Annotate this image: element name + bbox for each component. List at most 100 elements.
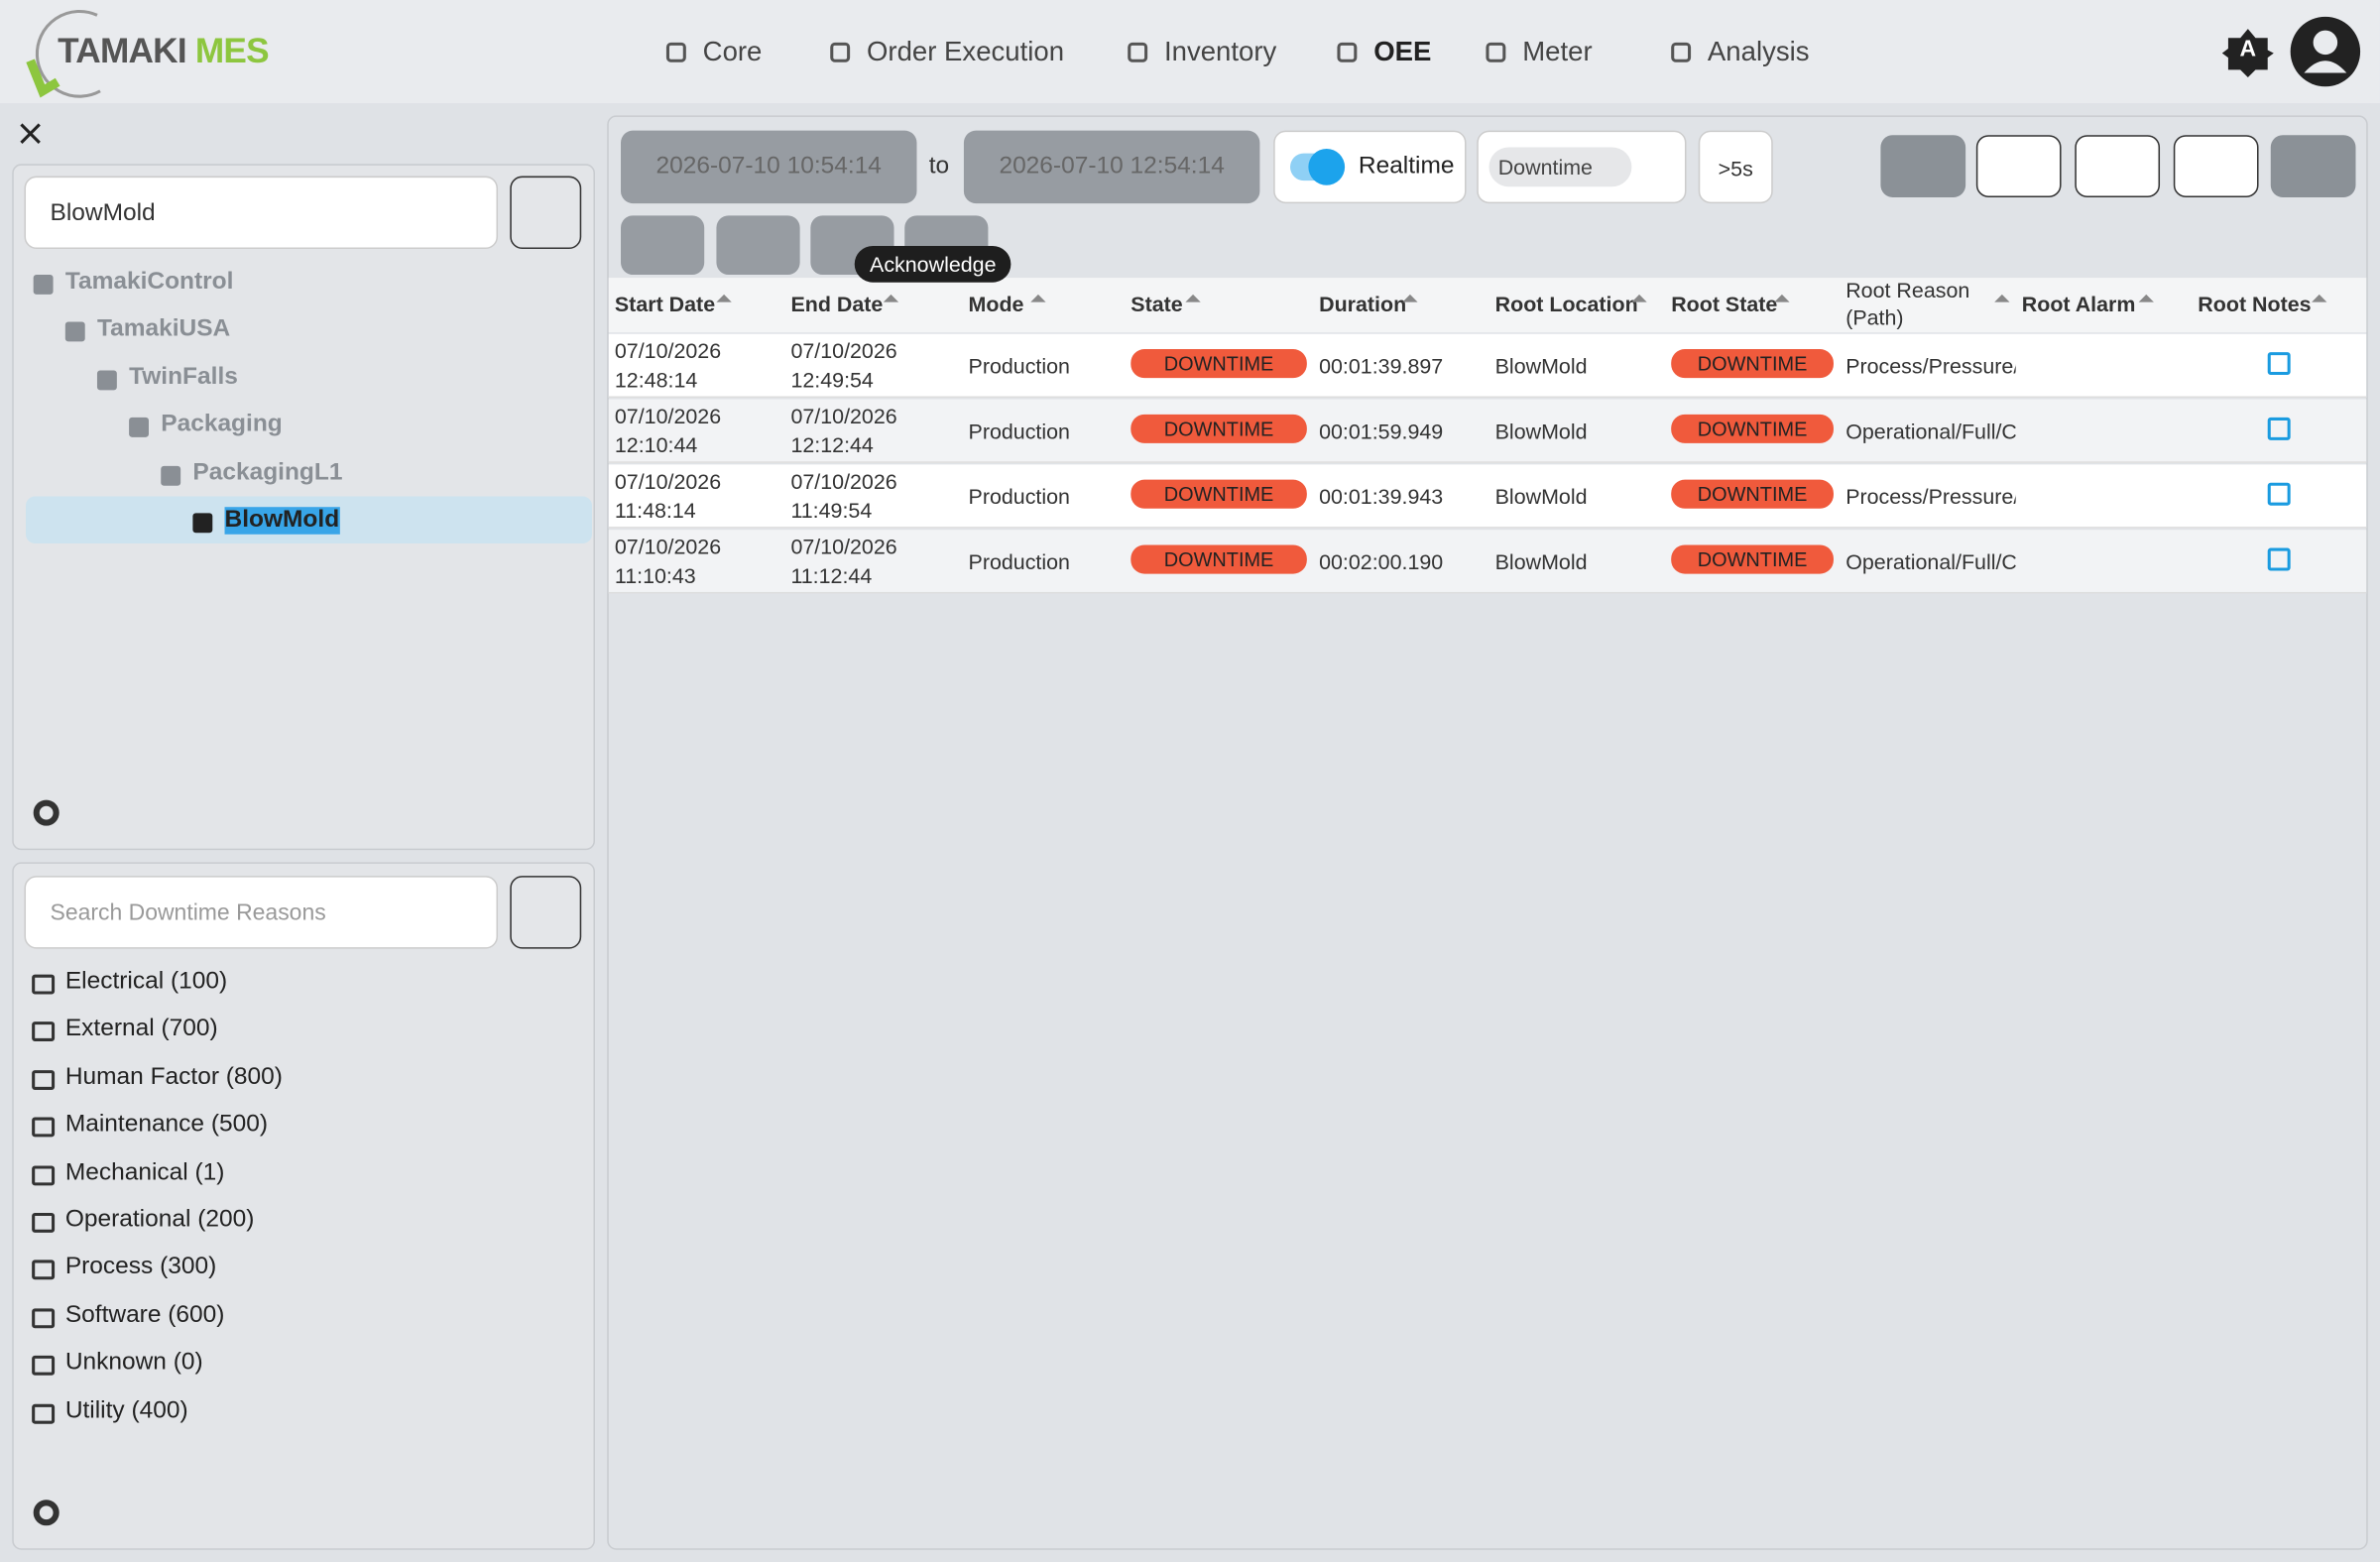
tree-node[interactable]: PackagingL1 — [192, 459, 343, 486]
settings-button[interactable] — [33, 799, 60, 826]
realtime-box — [1273, 130, 1467, 204]
end-date[interactable]: 2026-07-10 12:54:14 — [963, 130, 1260, 204]
reason-item[interactable]: Utility (400) — [64, 1397, 188, 1424]
notes-checkbox[interactable] — [2267, 547, 2291, 571]
state-badge: DOWNTIME — [1130, 349, 1307, 379]
tree-icon — [192, 513, 213, 534]
sort-icon[interactable] — [883, 294, 899, 302]
toolbar-button[interactable] — [2075, 135, 2161, 197]
state-badge: DOWNTIME — [1671, 349, 1834, 379]
user-avatar[interactable] — [2289, 15, 2361, 87]
sort-icon[interactable] — [1994, 294, 2010, 302]
nav-item[interactable]: Analysis — [1707, 36, 1810, 67]
notes-checkbox[interactable] — [2267, 417, 2291, 440]
nav-icon — [1337, 42, 1358, 62]
tree-node[interactable]: TamakiControl — [64, 268, 234, 295]
notes-checkbox[interactable] — [2267, 352, 2291, 376]
nav-icon — [1671, 42, 1692, 62]
notes-checkbox[interactable] — [2267, 482, 2291, 506]
table-row[interactable] — [608, 399, 2367, 463]
tree-node[interactable]: Packaging — [161, 412, 283, 438]
state-badge: DOWNTIME — [1671, 479, 1834, 509]
date-cell: 07/10/2026 11:10:43 — [614, 534, 722, 588]
sort-icon[interactable] — [1030, 294, 1046, 302]
reason-item[interactable]: Human Factor (800) — [64, 1063, 283, 1090]
tooltip: Acknowledge — [854, 245, 1012, 283]
header — [0, 0, 2380, 104]
table-cell: Process/Pressure/C — [1845, 484, 2015, 509]
reason-item[interactable]: External (700) — [64, 1016, 218, 1042]
reason-item[interactable]: Operational (200) — [64, 1206, 255, 1233]
table-cell: Production — [968, 419, 1070, 443]
tree-node[interactable]: TamakiUSA — [96, 315, 231, 342]
reason-item[interactable]: Process (300) — [64, 1254, 217, 1280]
reason-item[interactable]: Software (600) — [64, 1301, 225, 1328]
table-header — [608, 278, 2367, 333]
close-button[interactable] — [18, 121, 42, 145]
sort-icon[interactable] — [2138, 294, 2154, 302]
state-badge: DOWNTIME — [1130, 414, 1307, 443]
table-cell: Process/Pressure/C — [1845, 353, 2015, 379]
table-row[interactable] — [608, 530, 2367, 594]
reason-icon — [32, 1117, 56, 1138]
filter-chip[interactable]: Downtime — [1488, 147, 1632, 187]
theme-toggle[interactable] — [2221, 28, 2274, 79]
start-date[interactable]: 2026-07-10 10:54:14 — [621, 130, 917, 204]
column-header[interactable]: End Date — [790, 291, 884, 316]
reason-icon — [32, 1212, 56, 1233]
column-header[interactable]: Duration — [1319, 291, 1407, 316]
column-header[interactable]: Mode — [968, 291, 1024, 316]
date-cell: 07/10/2026 12:12:44 — [790, 404, 897, 457]
toolbar-button[interactable] — [2173, 135, 2259, 197]
nav-icon — [1128, 42, 1148, 62]
toolbar-button[interactable] — [1975, 135, 2062, 197]
nav-item[interactable]: Order Execution — [866, 36, 1065, 67]
column-header[interactable]: Root Notes — [2198, 291, 2312, 316]
column-header[interactable]: Root State — [1671, 291, 1778, 316]
sort-icon[interactable] — [1631, 294, 1647, 302]
sort-icon[interactable] — [1402, 294, 1418, 302]
column-header[interactable]: Root Alarm — [2021, 291, 2136, 316]
date-cell: 07/10/2026 12:49:54 — [790, 338, 897, 392]
search-input[interactable]: BlowMold — [24, 176, 499, 250]
sort-icon[interactable] — [1774, 294, 1790, 302]
table-row[interactable] — [608, 333, 2367, 399]
refresh-button[interactable] — [510, 876, 582, 949]
action-button[interactable] — [716, 215, 800, 276]
column-header[interactable]: Root Reason (Path) — [1845, 278, 1970, 330]
min-duration[interactable]: >5s — [1698, 130, 1773, 204]
refresh-button[interactable] — [510, 176, 582, 250]
tree-node[interactable]: BlowMold — [224, 507, 340, 535]
nav-item[interactable]: Core — [702, 36, 763, 67]
reason-item[interactable]: Maintenance (500) — [64, 1111, 269, 1138]
reason-item[interactable]: Electrical (100) — [64, 968, 228, 995]
table-cell: BlowMold — [1494, 353, 1588, 379]
column-header[interactable]: Start Date — [614, 291, 716, 316]
tree-node[interactable]: TwinFalls — [129, 364, 238, 391]
logo-main: TAMAKI — [58, 30, 186, 70]
table-cell: 00:01:39.897 — [1319, 353, 1444, 379]
reason-item[interactable]: Mechanical (1) — [64, 1158, 225, 1185]
table-cell: Production — [968, 353, 1070, 379]
sort-icon[interactable] — [1185, 294, 1201, 302]
nav-item[interactable]: Meter — [1522, 36, 1593, 67]
table-row[interactable] — [608, 464, 2367, 529]
realtime-knob — [1308, 148, 1346, 185]
column-header[interactable]: State — [1130, 291, 1183, 316]
nav-item[interactable]: OEE — [1373, 36, 1432, 67]
sort-icon[interactable] — [2312, 294, 2327, 302]
settings-button[interactable] — [33, 1500, 60, 1526]
toolbar-button[interactable] — [2270, 135, 2356, 197]
nav-item[interactable]: Inventory — [1163, 36, 1277, 67]
tree-icon — [129, 418, 149, 438]
reason-item[interactable]: Unknown (0) — [64, 1349, 203, 1377]
table-cell: BlowMold — [1494, 549, 1588, 574]
date-cell: 07/10/2026 12:10:44 — [614, 404, 722, 457]
toolbar-button[interactable] — [1880, 135, 1966, 197]
tree-icon — [64, 322, 85, 342]
action-button[interactable] — [621, 215, 705, 276]
sort-icon[interactable] — [716, 294, 732, 302]
search-input[interactable]: Search Downtime Reasons — [24, 876, 499, 949]
column-header[interactable]: Root Location — [1494, 291, 1638, 316]
